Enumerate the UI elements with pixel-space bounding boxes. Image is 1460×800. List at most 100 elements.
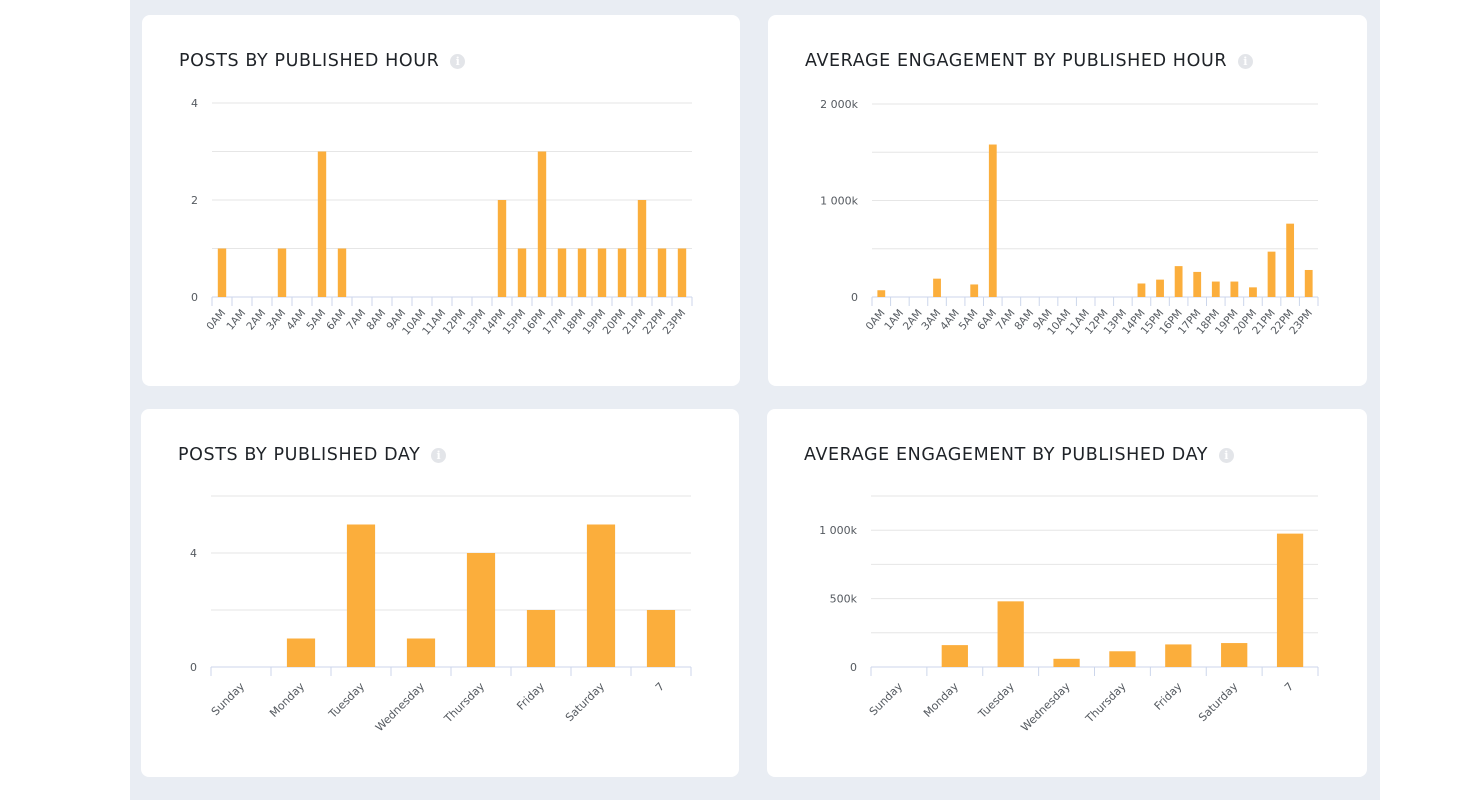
x-tick-label: Thursday (1082, 680, 1128, 726)
card-title: POSTS BY PUBLISHED HOUR i (179, 51, 466, 71)
bar[interactable] (317, 151, 327, 298)
x-tick-label: 7 (653, 680, 667, 694)
bar[interactable] (346, 524, 376, 668)
bar[interactable] (1193, 271, 1202, 297)
bar[interactable] (597, 248, 607, 298)
y-tick-label: 4 (190, 547, 197, 560)
x-tick-label: 3AM (264, 307, 288, 332)
info-icon[interactable]: i (450, 53, 466, 69)
x-tick-label: Thursday (441, 680, 487, 726)
card-title-text: AVERAGE ENGAGEMENT BY PUBLISHED HOUR (805, 51, 1228, 71)
bar[interactable] (526, 610, 556, 667)
engagement-by-day-card: AVERAGE ENGAGEMENT BY PUBLISHED DAY i 0 5… (767, 409, 1367, 777)
x-tick-label: Wednesday (1018, 680, 1073, 735)
y-tick-label: 0 (851, 291, 858, 304)
y-tick-label: 500k (830, 593, 858, 606)
x-tick-label: 8AM (1012, 307, 1036, 332)
info-icon[interactable]: i (431, 447, 447, 463)
x-tick-label: Friday (1152, 680, 1185, 713)
bar[interactable] (1221, 643, 1248, 667)
engagement-by-hour-card: AVERAGE ENGAGEMENT BY PUBLISHED HOUR i 0… (768, 15, 1367, 386)
x-tick-label: 6AM (324, 307, 348, 332)
posts-by-hour-card: POSTS BY PUBLISHED HOUR i 0 2 4 0AM 1AM 2AM 3A… (142, 15, 740, 386)
x-tick-label: Friday (514, 680, 547, 713)
x-tick-label: 23PM (661, 307, 689, 337)
x-tick-label: Monday (267, 680, 307, 720)
y-tick-label: 2 (191, 194, 198, 207)
x-tick-label: Monday (921, 680, 961, 720)
y-tick-label: 0 (191, 291, 198, 304)
x-tick-label: 7AM (344, 307, 368, 332)
y-tick-label: 0 (850, 661, 857, 674)
x-tick-label: Tuesday (975, 680, 1017, 722)
x-tick-label: 1AM (224, 307, 248, 332)
engagement-by-hour-chart: 0 1 000k 2 000k 0AM1AM2AM3AM4AM5AM6AM7AM8AM… (820, 98, 1319, 338)
bar[interactable] (286, 638, 316, 668)
bar[interactable] (1053, 658, 1080, 667)
bar[interactable] (337, 248, 347, 298)
bar[interactable] (1156, 279, 1164, 297)
bar[interactable] (1165, 644, 1192, 667)
bar[interactable] (1267, 251, 1276, 297)
bar[interactable] (1230, 281, 1239, 297)
x-tick-label: 7AM (994, 307, 1018, 332)
x-tick-label: 0AM (204, 307, 228, 332)
bar[interactable] (1137, 283, 1146, 297)
bar[interactable] (1174, 266, 1183, 297)
x-tick-label: Saturday (1196, 680, 1241, 725)
bar[interactable] (497, 200, 507, 297)
bar[interactable] (537, 151, 547, 298)
x-tick-label: Sunday (867, 680, 906, 719)
bar[interactable] (406, 638, 436, 668)
bar[interactable] (277, 248, 287, 298)
x-tick-label: 2AM (901, 307, 925, 332)
x-tick-label: 1AM (882, 307, 906, 332)
dashboard-canvas: POSTS BY PUBLISHED HOUR i 0 2 4 0AM 1AM 2AM 3A… (130, 0, 1380, 800)
x-tick-label: 2AM (244, 307, 268, 332)
bar[interactable] (933, 278, 941, 297)
bar[interactable] (657, 248, 667, 298)
bar[interactable] (577, 248, 587, 298)
card-title: AVERAGE ENGAGEMENT BY PUBLISHED HOUR i (805, 51, 1254, 71)
x-tick-label: Saturday (563, 680, 608, 725)
bar[interactable] (617, 248, 627, 298)
bar[interactable] (677, 248, 687, 298)
posts-by-hour-chart: 0240AM1AM2AM3AM4AM5AM6AM7AM8AM9AM10AM11A… (191, 97, 693, 338)
y-tick-label: 4 (191, 97, 198, 110)
bar[interactable] (1286, 223, 1295, 297)
bar[interactable] (941, 645, 968, 667)
bar[interactable] (586, 524, 616, 668)
card-title: AVERAGE ENGAGEMENT BY PUBLISHED DAY i (804, 445, 1235, 465)
bar[interactable] (1304, 269, 1313, 297)
bar[interactable] (997, 601, 1024, 667)
bar[interactable] (1249, 287, 1257, 297)
info-icon[interactable]: i (1219, 447, 1235, 463)
x-tick-label: 6AM (975, 307, 999, 332)
y-tick-label: 1 000k (819, 524, 857, 537)
bar[interactable] (637, 200, 647, 297)
y-tick-label: 0 (190, 661, 197, 674)
bar[interactable] (1109, 651, 1136, 667)
x-tick-label: 8AM (364, 307, 388, 332)
x-tick-label: Tuesday (326, 680, 368, 722)
y-tick-label: 1 000k (820, 195, 858, 208)
bar[interactable] (557, 248, 567, 298)
x-tick-label: 4AM (284, 307, 308, 332)
card-title: POSTS BY PUBLISHED DAY i (178, 445, 447, 465)
bar[interactable] (970, 284, 979, 297)
engagement-by-day-chart: 0 500k 1 000k Sunday Monday Tuesday Wednesday T… (819, 495, 1319, 735)
x-tick-label: 3AM (919, 307, 943, 332)
bar[interactable] (646, 610, 676, 667)
info-icon[interactable]: i (1238, 53, 1254, 69)
bar[interactable] (217, 248, 227, 298)
bar[interactable] (1211, 281, 1220, 297)
bar[interactable] (466, 553, 496, 667)
card-title-text: AVERAGE ENGAGEMENT BY PUBLISHED DAY (804, 445, 1209, 465)
x-tick-label: 5AM (957, 307, 981, 332)
x-tick-label: Wednesday (373, 680, 428, 735)
bar[interactable] (1276, 533, 1304, 667)
posts-by-day-card: POSTS BY PUBLISHED DAY i 0 4 Sunday Monday T… (141, 409, 739, 777)
bar[interactable] (988, 144, 997, 297)
bar[interactable] (517, 248, 527, 298)
bar[interactable] (877, 290, 886, 297)
